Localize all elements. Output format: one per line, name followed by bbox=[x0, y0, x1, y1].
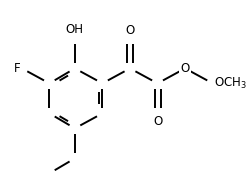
Text: O: O bbox=[152, 115, 162, 128]
Text: OH: OH bbox=[66, 23, 83, 36]
Text: O: O bbox=[125, 24, 134, 36]
Text: F: F bbox=[14, 62, 21, 75]
Text: $\mathrm{OCH_3}$: $\mathrm{OCH_3}$ bbox=[213, 76, 246, 91]
Text: O: O bbox=[180, 62, 189, 75]
